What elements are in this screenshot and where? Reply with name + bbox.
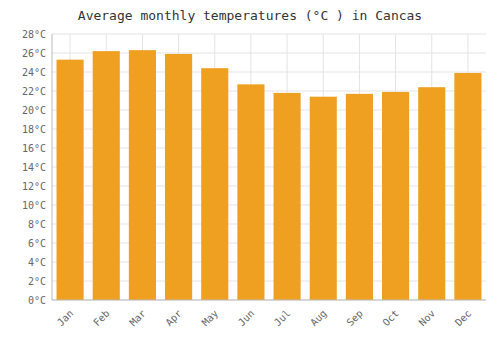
grid <box>52 34 486 300</box>
bar <box>165 54 192 300</box>
x-tick-label: Feb <box>91 308 112 329</box>
y-tick-label: 28°C <box>22 29 46 40</box>
bar <box>454 73 481 300</box>
x-tick-label: Oct <box>380 308 401 329</box>
y-tick-label: 20°C <box>22 105 46 116</box>
x-axis: Jan Feb Mar Apr May Jun Jul Aug Sep Oct Nov Dec <box>55 308 473 329</box>
y-tick-label: 14°C <box>22 162 46 173</box>
x-tick-label: Dec <box>453 308 474 329</box>
y-tick-label: 16°C <box>22 143 46 154</box>
y-grid-line <box>52 300 486 301</box>
y-axis: 0°C 2°C 4°C 6°C 8°C 10°C 12°C 14°C 16°C 18°C 20°C 2… <box>22 29 46 306</box>
x-tick-label: Apr <box>163 308 184 329</box>
bar <box>274 93 301 300</box>
y-tick-label: 10°C <box>22 200 46 211</box>
x-tick-label: May <box>200 308 221 329</box>
y-tick-label: 2°C <box>28 276 46 287</box>
y-tick-label: 4°C <box>28 257 46 268</box>
y-tick-label: 24°C <box>22 67 46 78</box>
x-tick-label: Mar <box>127 308 148 329</box>
y-tick-label: 22°C <box>22 86 46 97</box>
chart: Average monthly temperatures (°C ) in Ca… <box>0 0 500 350</box>
x-tick-label: Jan <box>55 308 76 329</box>
y-tick-label: 8°C <box>28 219 46 230</box>
y-axis-line <box>52 34 53 300</box>
x-axis-line <box>52 300 486 301</box>
bar <box>237 84 264 300</box>
title: Average monthly temperatures (°C ) in Ca… <box>78 8 422 23</box>
y-grid-line <box>52 34 486 35</box>
bar <box>310 97 337 300</box>
x-tick-label: Aug <box>308 308 329 329</box>
x-tick-label: Jul <box>272 308 293 329</box>
bar <box>93 51 120 300</box>
bar <box>201 68 228 300</box>
bar <box>57 60 84 300</box>
y-tick-label: 18°C <box>22 124 46 135</box>
y-tick-label: 6°C <box>28 238 46 249</box>
bar <box>346 94 373 300</box>
bar <box>418 87 445 300</box>
x-tick-label: Nov <box>417 308 438 329</box>
bars <box>57 50 482 300</box>
bar <box>129 50 156 300</box>
bar <box>382 92 409 300</box>
y-tick-label: 0°C <box>28 295 46 306</box>
y-tick-label: 26°C <box>22 48 46 59</box>
y-tick-label: 12°C <box>22 181 46 192</box>
x-tick-label: Sep <box>344 308 365 329</box>
x-tick-label: Jun <box>236 308 257 329</box>
